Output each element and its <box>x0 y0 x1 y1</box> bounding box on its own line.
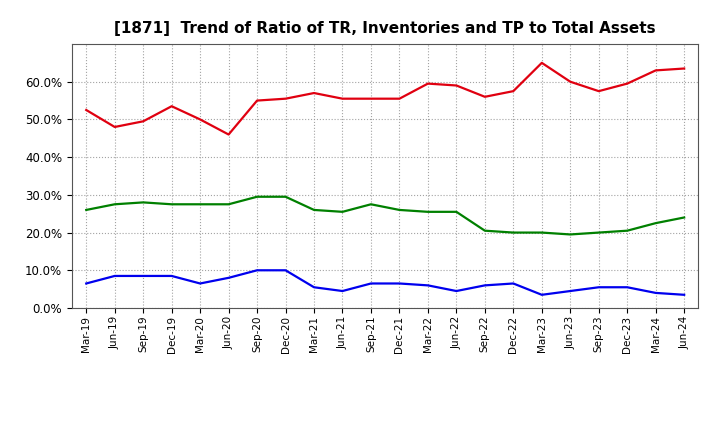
Inventories <box>196 281 204 286</box>
Trade Receivables <box>338 96 347 101</box>
Trade Payables <box>225 202 233 207</box>
Trade Receivables <box>680 66 688 71</box>
Trade Receivables <box>110 125 119 130</box>
Title: [1871]  Trend of Ratio of TR, Inventories and TP to Total Assets: [1871] Trend of Ratio of TR, Inventories… <box>114 21 656 36</box>
Inventories <box>595 285 603 290</box>
Trade Receivables <box>167 103 176 109</box>
Inventories <box>509 281 518 286</box>
Trade Payables <box>509 230 518 235</box>
Inventories <box>139 273 148 279</box>
Trade Payables <box>423 209 432 214</box>
Trade Receivables <box>623 81 631 86</box>
Trade Receivables <box>310 90 318 95</box>
Trade Payables <box>680 215 688 220</box>
Trade Payables <box>167 202 176 207</box>
Inventories <box>282 268 290 273</box>
Trade Payables <box>623 228 631 233</box>
Line: Trade Receivables: Trade Receivables <box>86 63 684 135</box>
Trade Receivables <box>253 98 261 103</box>
Trade Payables <box>110 202 119 207</box>
Inventories <box>366 281 375 286</box>
Trade Receivables <box>566 79 575 84</box>
Trade Payables <box>595 230 603 235</box>
Trade Receivables <box>537 60 546 66</box>
Inventories <box>110 273 119 279</box>
Inventories <box>395 281 404 286</box>
Trade Payables <box>652 220 660 226</box>
Inventories <box>310 285 318 290</box>
Trade Payables <box>480 228 489 233</box>
Trade Payables <box>395 207 404 213</box>
Trade Receivables <box>225 132 233 137</box>
Inventories <box>82 281 91 286</box>
Trade Receivables <box>82 107 91 113</box>
Trade Payables <box>139 200 148 205</box>
Trade Receivables <box>196 117 204 122</box>
Inventories <box>537 292 546 297</box>
Trade Payables <box>366 202 375 207</box>
Trade Receivables <box>595 88 603 94</box>
Inventories <box>225 275 233 280</box>
Trade Payables <box>196 202 204 207</box>
Inventories <box>167 273 176 279</box>
Trade Receivables <box>366 96 375 101</box>
Trade Receivables <box>395 96 404 101</box>
Trade Payables <box>310 207 318 213</box>
Inventories <box>652 290 660 296</box>
Trade Payables <box>253 194 261 199</box>
Trade Receivables <box>480 94 489 99</box>
Line: Trade Payables: Trade Payables <box>86 197 684 235</box>
Inventories <box>623 285 631 290</box>
Trade Payables <box>537 230 546 235</box>
Line: Inventories: Inventories <box>86 270 684 295</box>
Trade Receivables <box>652 68 660 73</box>
Trade Receivables <box>423 81 432 86</box>
Trade Receivables <box>139 119 148 124</box>
Trade Receivables <box>509 88 518 94</box>
Inventories <box>253 268 261 273</box>
Inventories <box>566 288 575 293</box>
Trade Receivables <box>452 83 461 88</box>
Trade Payables <box>82 207 91 213</box>
Inventories <box>680 292 688 297</box>
Trade Payables <box>282 194 290 199</box>
Inventories <box>452 288 461 293</box>
Trade Payables <box>338 209 347 214</box>
Inventories <box>338 288 347 293</box>
Inventories <box>423 283 432 288</box>
Trade Payables <box>452 209 461 214</box>
Inventories <box>480 283 489 288</box>
Trade Payables <box>566 232 575 237</box>
Trade Receivables <box>282 96 290 101</box>
